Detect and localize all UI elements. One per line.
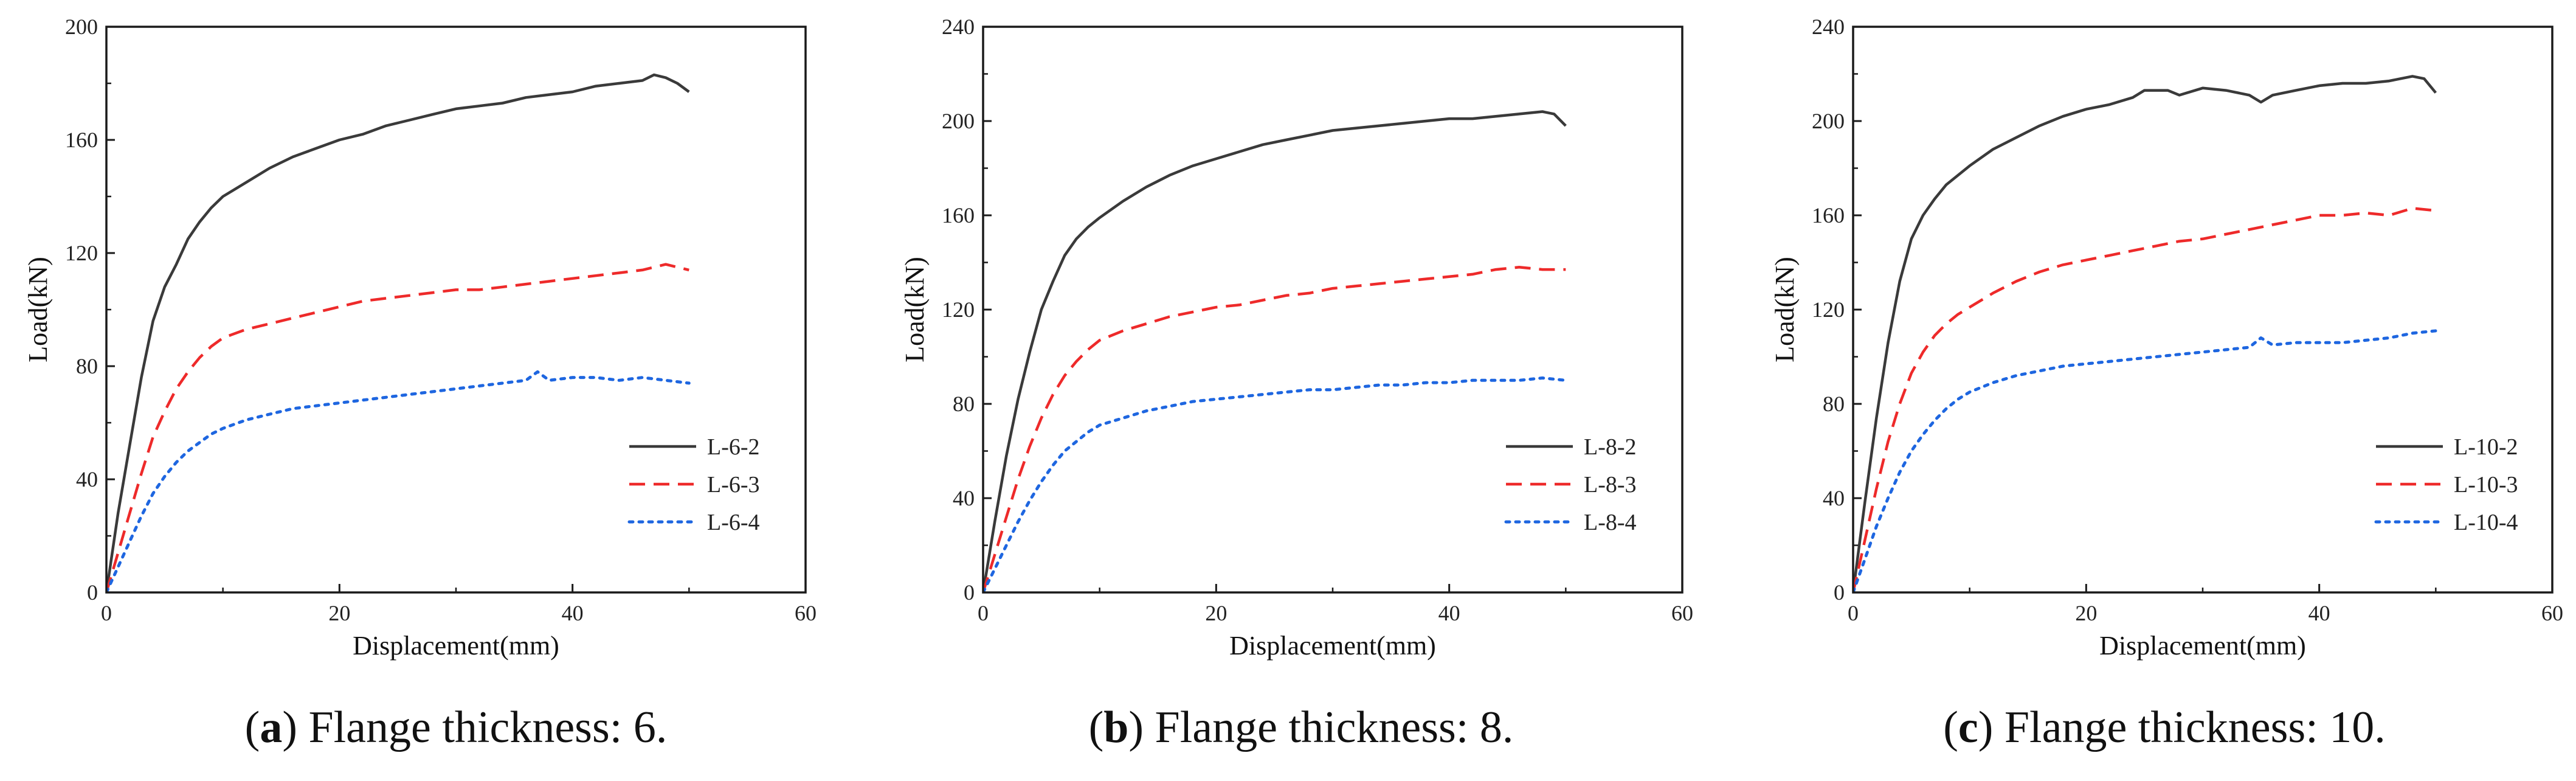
- y-tick-label-b-160: 160: [942, 203, 975, 227]
- series-group-c: [1853, 75, 2437, 592]
- x-tick-label-a-60: 60: [795, 601, 817, 625]
- series-line-L-6-3: [106, 263, 689, 592]
- legend-label-L-10-2: L-10-2: [2454, 434, 2518, 460]
- legend-label-L-10-4: L-10-4: [2454, 510, 2518, 535]
- legend-label-L-8-4: L-8-4: [1584, 510, 1637, 535]
- y-axis-title-b: Load(kN): [900, 257, 930, 363]
- caption-b-text: Flange thickness: 8.: [1155, 703, 1514, 752]
- caption-b: (b) Flange thickness: 8.: [1089, 703, 1514, 752]
- y-tick-label-b-120: 120: [942, 297, 975, 322]
- y-tick-label-c-240: 240: [1812, 15, 1845, 39]
- y-tick-label-c-160: 160: [1812, 203, 1845, 227]
- x-axis-title-c: Displacement(mm): [2099, 631, 2306, 661]
- series-line-L-10-2: [1853, 75, 2437, 592]
- x-tick-label-b-40: 40: [1438, 601, 1460, 625]
- legend-label-L-6-3: L-6-3: [707, 472, 760, 498]
- legend-label-L-8-3: L-8-3: [1584, 472, 1637, 498]
- series-group-b: [983, 110, 1567, 592]
- series-line-L-8-4: [983, 376, 1567, 592]
- caption-a: (a) Flange thickness: 6.: [245, 703, 668, 752]
- x-tick-label-a-20: 20: [328, 601, 350, 625]
- y-tick-label-a-160: 160: [65, 128, 98, 152]
- caption-c-text: Flange thickness: 10.: [2005, 703, 2386, 752]
- caption-c-letter: c: [1958, 703, 1978, 752]
- x-axis-title-a: Displacement(mm): [353, 631, 559, 661]
- series-line-L-6-2: [106, 73, 690, 592]
- x-tick-label-b-60: 60: [1671, 601, 1693, 625]
- series-line-L-8-2: [983, 110, 1567, 592]
- legend-label-L-8-2: L-8-2: [1584, 434, 1637, 460]
- y-tick-label-b-40: 40: [953, 486, 975, 510]
- y-tick-label-c-80: 80: [1823, 392, 1845, 416]
- x-tick-label-b-20: 20: [1205, 601, 1227, 625]
- legend-label-L-6-4: L-6-4: [707, 510, 760, 535]
- y-tick-label-b-0: 0: [964, 580, 975, 605]
- panel-a: 0 20 40 60 0 40 80 120 160 200 Displacement(mm) Loa…: [23, 15, 817, 661]
- y-axis-title-c: Load(kN): [1770, 257, 1800, 363]
- x-axis-title-b: Displacement(mm): [1229, 631, 1436, 661]
- caption-b-letter: b: [1103, 703, 1128, 752]
- caption-a-letter: a: [260, 703, 282, 752]
- x-tick-label-a-0: 0: [101, 601, 112, 625]
- y-tick-label-b-200: 200: [942, 109, 975, 133]
- x-tick-label-b-0: 0: [978, 601, 989, 625]
- legend-b: L-8-2 L-8-3 L-8-4: [1504, 434, 1637, 535]
- panel-c: 0 20 40 60 0 40 80 120 160 200 240 Displacement(mm)…: [1770, 15, 2563, 661]
- y-tick-label-a-40: 40: [76, 467, 98, 491]
- x-tick-label-c-0: 0: [1848, 601, 1859, 625]
- x-tick-label-c-20: 20: [2075, 601, 2097, 625]
- y-tick-label-a-120: 120: [65, 241, 98, 265]
- x-tick-label-c-40: 40: [2308, 601, 2330, 625]
- legend-label-L-10-3: L-10-3: [2454, 472, 2518, 498]
- y-tick-label-b-240: 240: [942, 15, 975, 39]
- caption-a-text: Flange thickness: 6.: [308, 703, 667, 752]
- series-line-L-10-4: [1853, 329, 2437, 592]
- caption-c: (c) Flange thickness: 10.: [1943, 703, 2386, 752]
- y-tick-label-c-200: 200: [1812, 109, 1845, 133]
- legend-label-L-6-2: L-6-2: [707, 434, 760, 460]
- y-tick-label-a-200: 200: [65, 15, 98, 39]
- y-tick-label-c-0: 0: [1834, 580, 1845, 605]
- y-axis-title-a: Load(kN): [23, 257, 53, 363]
- panel-b: 0 20 40 60 0 40 80 120 160 200 240 Displacement(mm)…: [900, 15, 1693, 661]
- series-group-a: [106, 73, 691, 592]
- series-line-L-10-3: [1853, 207, 2436, 592]
- y-tick-label-c-40: 40: [1823, 486, 1845, 510]
- legend-c: L-10-2 L-10-3 L-10-4: [2374, 434, 2518, 535]
- legend-a: L-6-2 L-6-3 L-6-4: [627, 434, 760, 535]
- y-tick-label-b-80: 80: [953, 392, 975, 416]
- x-tick-label-c-60: 60: [2541, 601, 2563, 625]
- y-tick-label-a-0: 0: [87, 580, 98, 605]
- series-line-L-8-3: [983, 266, 1566, 592]
- y-tick-label-a-80: 80: [76, 354, 98, 378]
- x-tick-label-a-40: 40: [562, 601, 584, 625]
- y-tick-label-c-120: 120: [1812, 297, 1845, 322]
